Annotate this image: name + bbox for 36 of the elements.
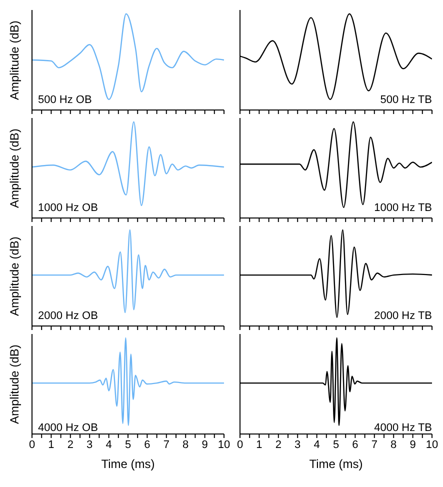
x-tick-label: 4 (106, 438, 112, 451)
x-tick-label: 10 (426, 438, 438, 451)
x-tick-label: 6 (352, 438, 358, 451)
x-tick-label: 2 (67, 438, 74, 451)
x-tick-label: 3 (86, 438, 93, 451)
annotation: 2000 Hz OB (38, 310, 98, 322)
annotation: 2000 Hz TB (374, 310, 432, 322)
x-tick-label: 2 (275, 438, 282, 451)
x-tick-label: 8 (182, 438, 189, 451)
annotation: 1000 Hz TB (374, 202, 432, 214)
x-tick-label: 6 (144, 438, 150, 451)
y-axis-title: Amplitude (dB) (7, 344, 22, 424)
annotation: 500 Hz OB (38, 94, 92, 106)
y-axis-title: Amplitude (dB) (7, 236, 22, 316)
annotation: 1000 Hz OB (38, 202, 98, 214)
x-tick-label: 5 (124, 438, 132, 451)
x-tick-label: 1 (48, 438, 54, 451)
annotation: 4000 Hz TB (374, 422, 432, 434)
x-tick-label: 8 (390, 438, 397, 451)
annotation: 500 Hz TB (380, 94, 432, 106)
y-axis-title: Amplitude (dB) (7, 128, 22, 208)
annotation: 4000 Hz OB (38, 422, 98, 434)
x-tick-label: 9 (410, 438, 416, 451)
y-axis-title: Amplitude (dB) (7, 20, 22, 100)
x-axis-title: Time (ms) (101, 457, 155, 471)
x-tick-label: 7 (371, 438, 378, 451)
x-tick-label: 10 (218, 438, 230, 451)
x-tick-label: 3 (294, 438, 301, 451)
x-tick-label: 9 (202, 438, 208, 451)
x-tick-label: 5 (332, 438, 340, 451)
x-tick-label: 4 (314, 438, 320, 451)
x-tick-label: 7 (163, 438, 170, 451)
x-axis-title: Time (ms) (309, 457, 363, 471)
x-tick-label: 0 (236, 438, 244, 451)
x-tick-label: 1 (256, 438, 262, 451)
x-tick-label: 0 (28, 438, 36, 451)
